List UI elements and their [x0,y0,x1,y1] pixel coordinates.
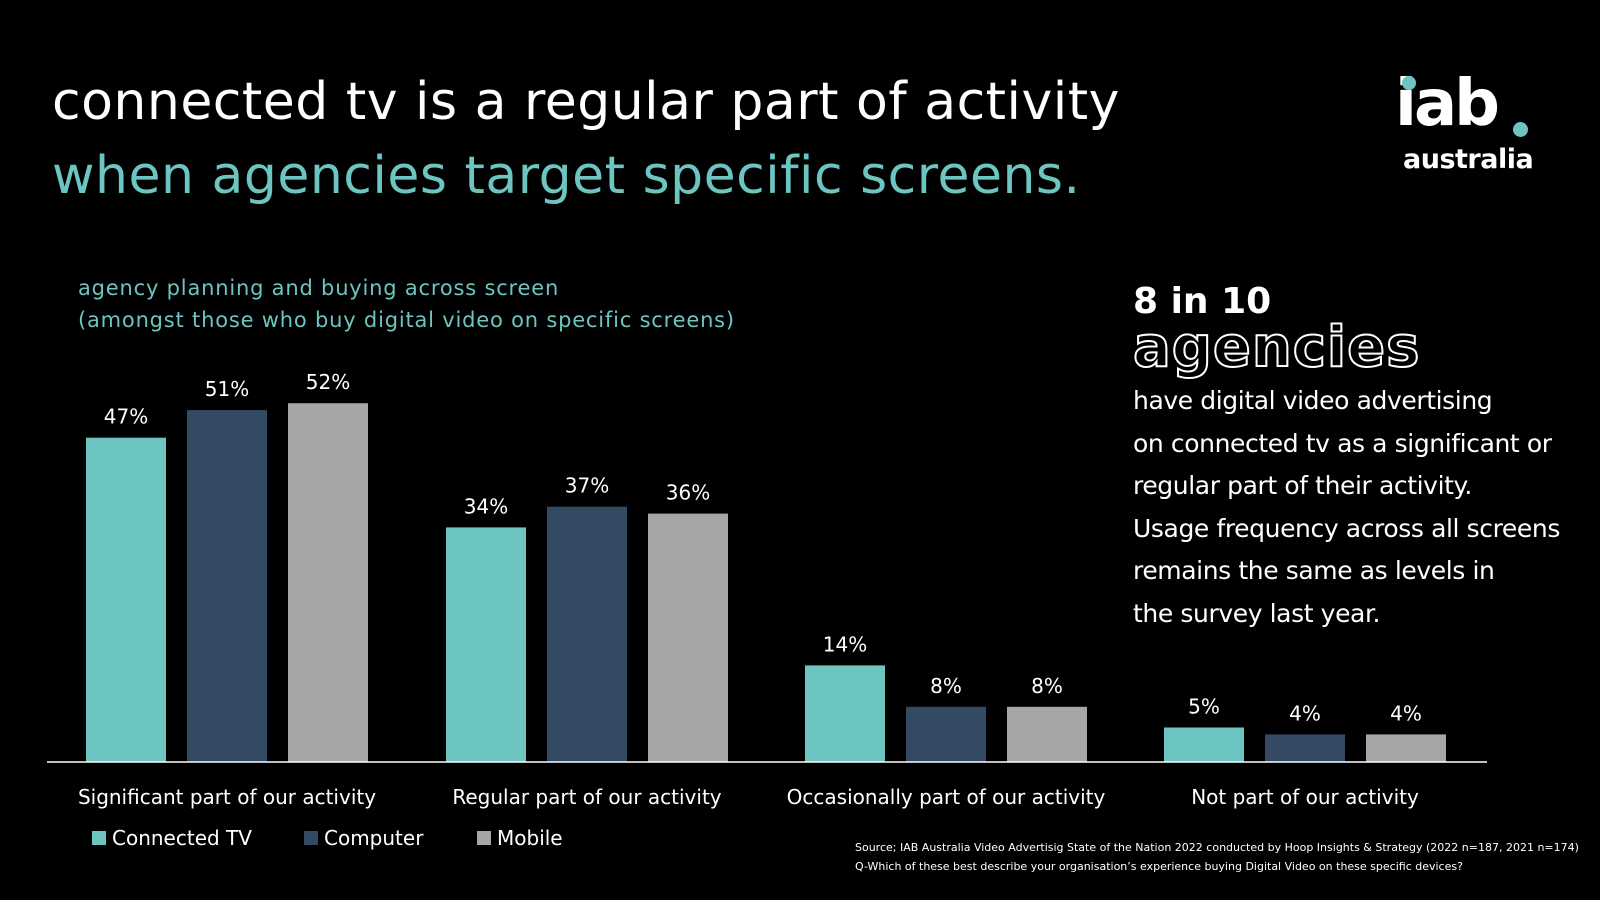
bar [288,403,368,762]
callout-line: regular part of their activity. [1133,471,1472,500]
source-line: Q-Which of these best describe your orga… [855,860,1463,873]
callout-stat: 8 in 10 [1133,281,1272,322]
bar [1265,734,1345,762]
logo-dot-icon [1402,76,1416,90]
bar [86,437,166,762]
callout-body: have digital video advertising on connec… [1133,380,1583,635]
data-label: 5% [1188,695,1220,719]
legend-swatch [477,831,491,845]
data-label: 51% [205,377,249,401]
category-label: Regular part of our activity [452,785,721,809]
page-title: connected tv is a regular part of activi… [52,72,1120,132]
data-label: 4% [1289,701,1321,725]
callout-line: Usage frequency across all screens [1133,513,1560,543]
legend-swatch [304,831,318,845]
data-label: 52% [306,370,350,394]
legend-label: Computer [324,826,424,850]
legend-item-mobile: Mobile [477,826,563,850]
callout-line: have digital video advertising [1133,386,1493,415]
bar [805,665,885,762]
legend-item-connected-tv: Connected TV [92,826,252,850]
callout-line: the survey last year. [1133,598,1381,628]
bar [446,527,526,762]
legend-label: Connected TV [112,826,252,850]
source-line: Source; IAB Australia Video Advertisig S… [855,841,1579,854]
callout-line: remains the same as levels in [1133,556,1495,585]
bar [906,706,986,762]
data-label: 47% [104,405,148,429]
bar [1007,706,1087,762]
legend-label: Mobile [497,826,563,850]
bar [1164,727,1244,762]
logo-dot-icon [1513,122,1528,137]
legend-item-computer: Computer [304,826,423,850]
stat-callout: 8 in 10 agencies have digital video adve… [1132,281,1583,635]
data-label: 34% [464,494,508,518]
data-label: 36% [666,481,710,505]
category-label: Not part of our activity [1191,785,1419,809]
source-note: Source; IAB Australia Video Advertisig S… [855,838,1579,876]
data-label: 4% [1390,701,1422,725]
chart-subtitle-line: (amongst those who buy digital video on … [78,308,735,332]
data-label: 8% [1031,674,1063,698]
bar [187,410,267,762]
bar [648,513,728,762]
category-label: Occasionally part of our activity [787,785,1106,809]
data-label: 37% [565,474,609,498]
callout-line: on connected tv as a significant or [1133,428,1552,458]
iab-australia-logo: iab australia [1395,72,1555,182]
page-subtitle-headline: when agencies target specific screens. [52,146,1081,206]
callout-headline: agencies [1132,315,1421,380]
category-label: Significant part of our activity [78,785,376,809]
logo-region-text: australia [1403,144,1534,175]
bar [547,506,627,762]
data-label: 8% [930,674,962,698]
chart-subtitle: agency planning and buying across screen… [78,272,735,336]
bar [1366,734,1446,762]
chart-subtitle-line: agency planning and buying across screen [78,276,560,300]
data-label: 14% [823,632,867,656]
legend-swatch [92,831,106,845]
